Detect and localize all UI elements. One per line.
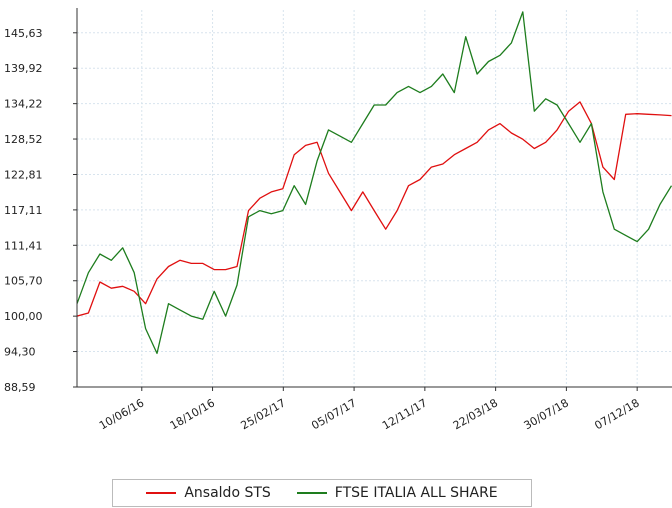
y-tick-label: 134,22 — [4, 98, 43, 111]
legend-label: FTSE ITALIA ALL SHARE — [334, 485, 498, 501]
y-tick-label: 139,92 — [4, 62, 43, 75]
legend-item: Ansaldo STS — [146, 485, 271, 501]
legend-swatch — [296, 492, 327, 494]
y-tick-label: 128,52 — [4, 133, 43, 146]
chart: 88,59 94,30 100,00 105,70 111,41 117,11 122,81… — [4, 8, 672, 432]
y-tick-label: 111,41 — [4, 239, 43, 252]
y-tick-label: 88,59 — [4, 381, 36, 394]
y-tick-label: 122,81 — [4, 168, 43, 181]
plot — [77, 11, 672, 355]
series-line — [77, 11, 672, 355]
legend-swatch — [146, 492, 177, 494]
series-line — [77, 101, 672, 317]
x-tick-label: 25/02/17 — [239, 396, 288, 432]
legend-label: Ansaldo STS — [184, 485, 271, 501]
axes: 88,59 94,30 100,00 105,70 111,41 117,11 122,81… — [4, 8, 672, 432]
x-tick-label: 22/03/18 — [451, 396, 500, 432]
legend-item: FTSE ITALIA ALL SHARE — [296, 485, 498, 501]
x-tick-label: 12/11/17 — [380, 396, 429, 432]
legend: Ansaldo STS FTSE ITALIA ALL SHARE — [112, 479, 532, 507]
x-tick-label: 07/12/18 — [592, 396, 641, 432]
x-tick-label: 30/07/18 — [522, 396, 571, 432]
y-tick-label: 145,63 — [4, 27, 43, 40]
y-tick-label: 117,11 — [4, 204, 43, 217]
y-tick-label: 105,70 — [4, 275, 43, 288]
y-tick-label: 100,00 — [4, 310, 43, 323]
grid — [77, 10, 672, 388]
x-tick-label: 10/06/16 — [97, 396, 146, 432]
x-tick-label: 18/10/16 — [168, 396, 217, 432]
x-tick-label: 05/07/17 — [309, 396, 358, 432]
y-tick-label: 94,30 — [4, 346, 36, 359]
